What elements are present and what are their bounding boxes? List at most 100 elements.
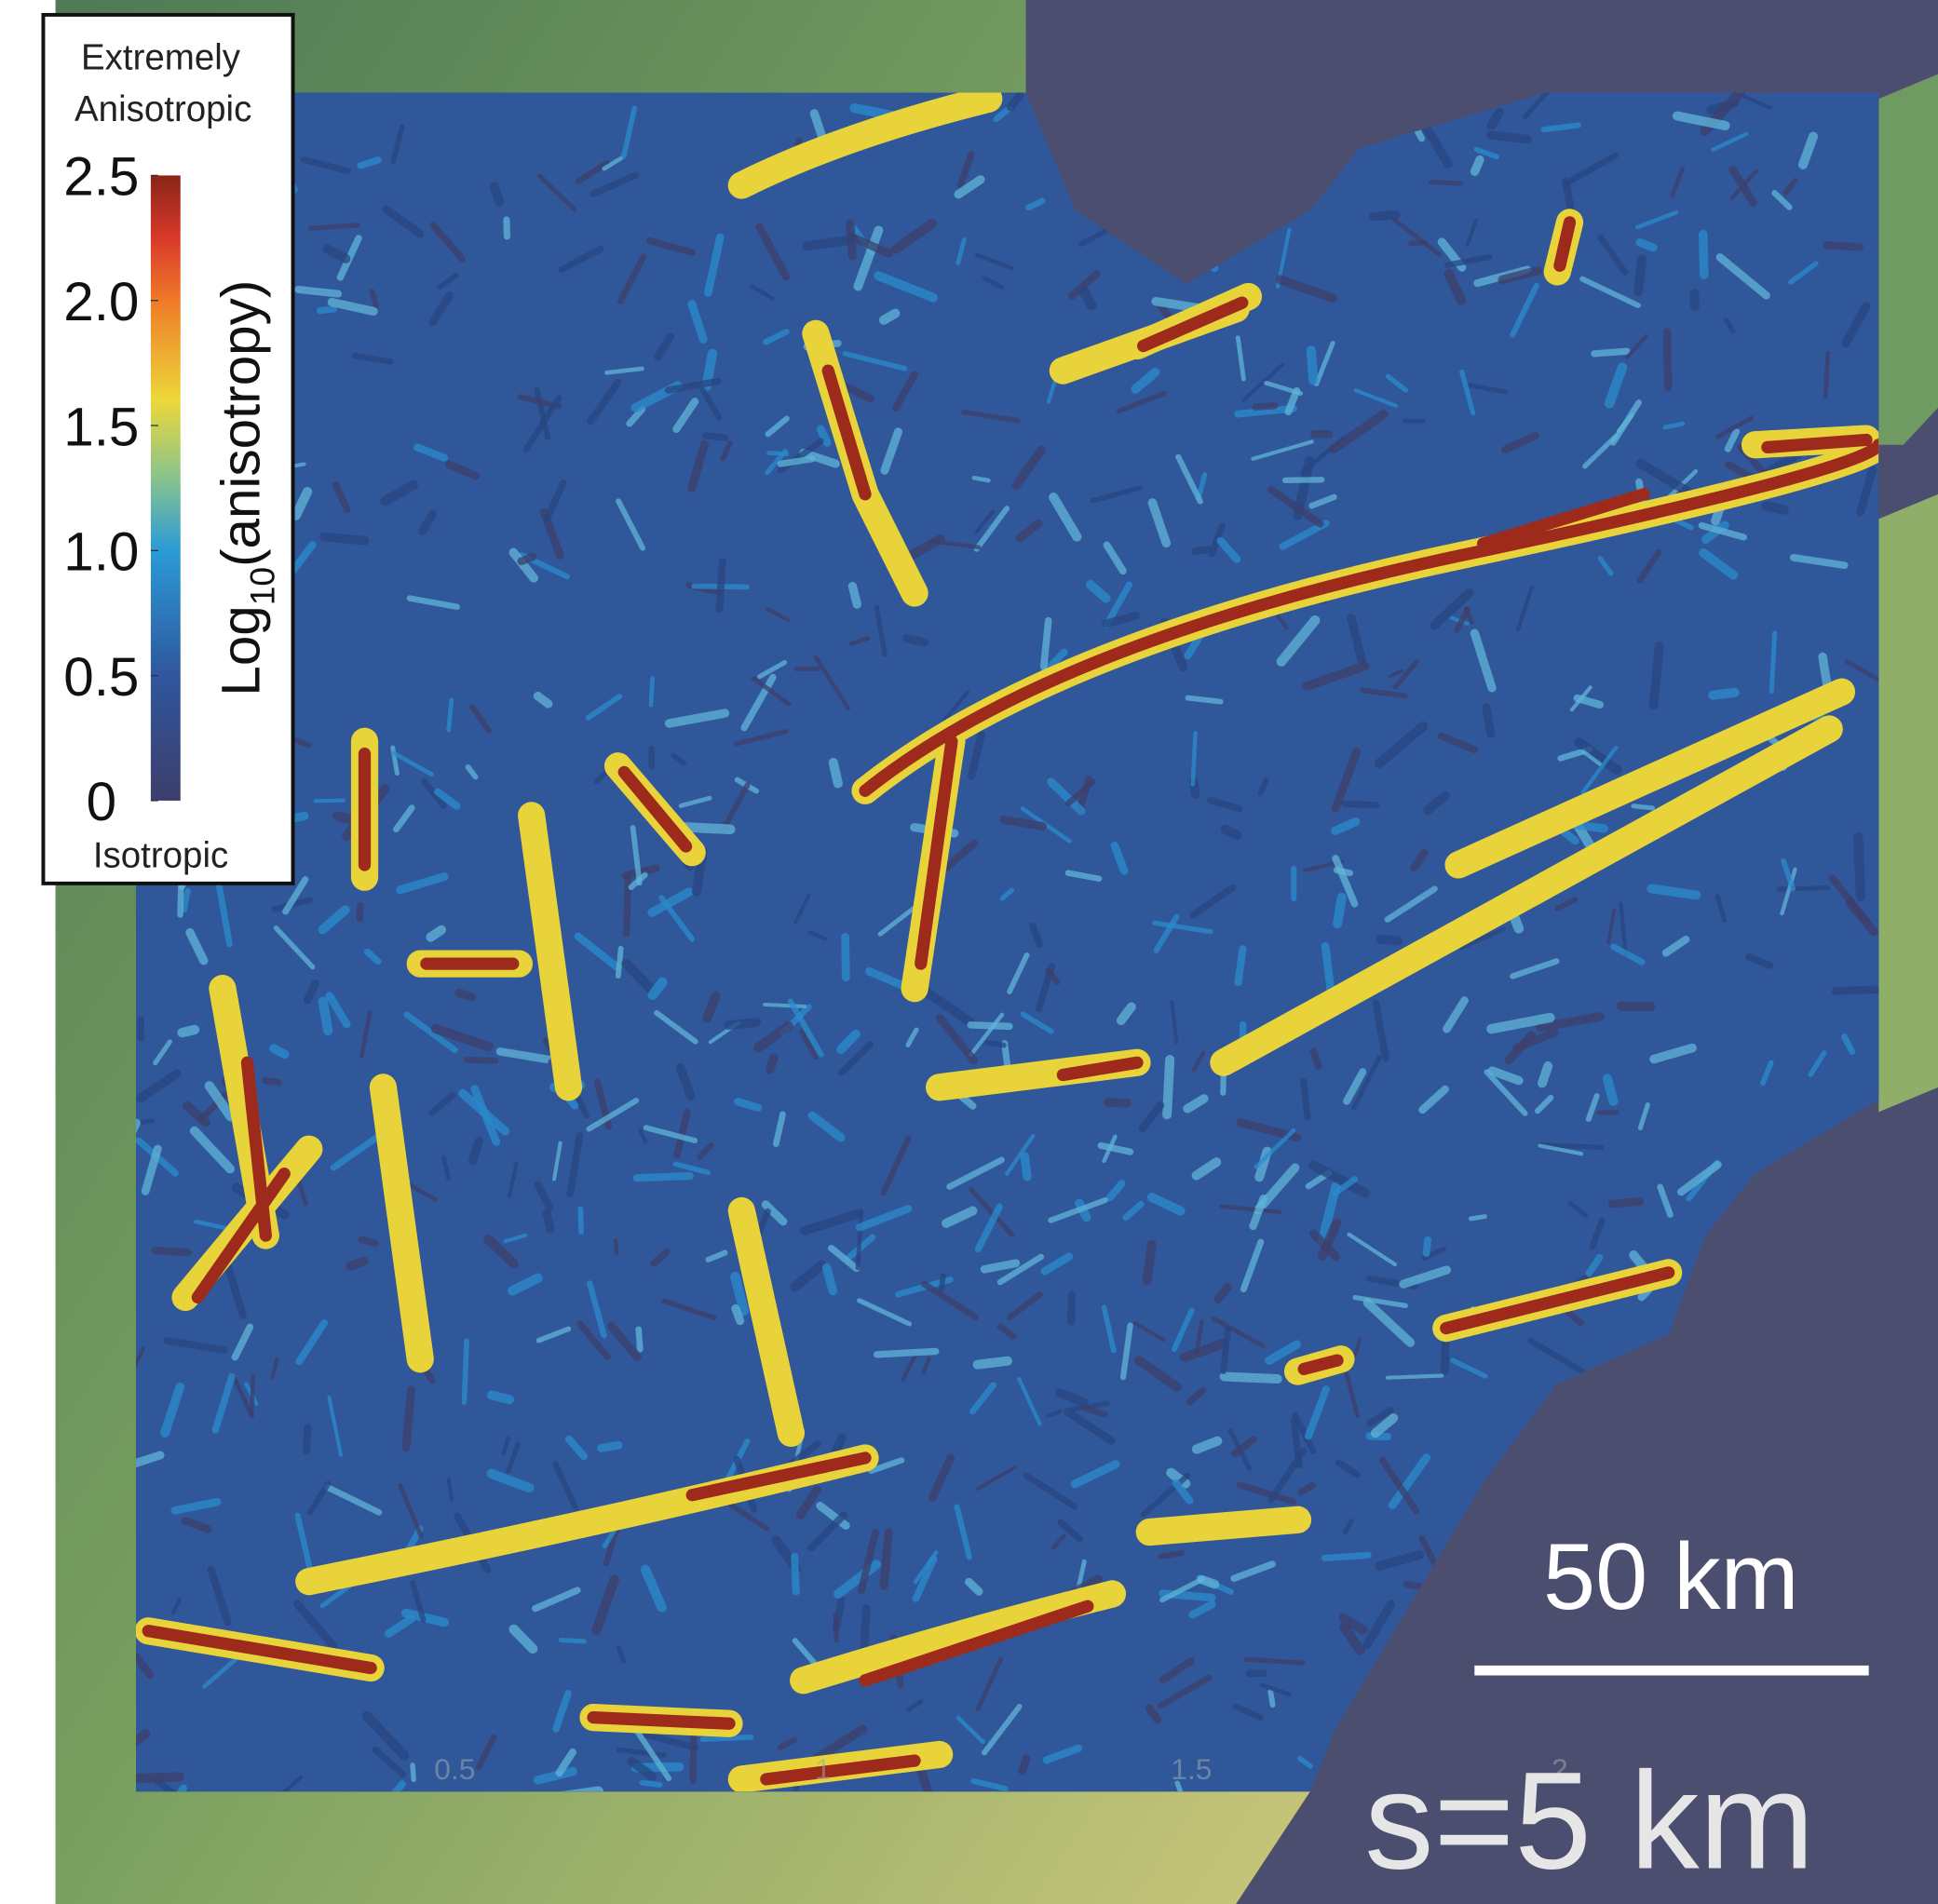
texture-stroke bbox=[274, 1048, 285, 1054]
texture-stroke bbox=[942, 1276, 943, 1290]
texture-stroke bbox=[1858, 837, 1861, 897]
map-tick-label: 1 bbox=[815, 1752, 832, 1786]
texture-stroke bbox=[637, 1176, 690, 1178]
texture-stroke bbox=[1193, 733, 1196, 784]
texture-stroke bbox=[1304, 1082, 1308, 1117]
texture-stroke bbox=[547, 1213, 550, 1229]
colorbar-tick-label: 1.5 bbox=[63, 397, 139, 457]
texture-stroke bbox=[1825, 353, 1827, 397]
texture-stroke bbox=[324, 537, 365, 541]
texture-stroke bbox=[736, 1308, 740, 1320]
texture-stroke bbox=[1239, 949, 1243, 982]
texture-stroke bbox=[1225, 1376, 1278, 1379]
texture-stroke bbox=[306, 1427, 308, 1451]
texture-stroke bbox=[970, 1025, 1010, 1026]
texture-stroke bbox=[1654, 646, 1660, 705]
texture-stroke bbox=[827, 1268, 833, 1291]
texture-stroke bbox=[316, 801, 344, 802]
texture-stroke bbox=[1224, 1330, 1228, 1371]
texture-stroke bbox=[1827, 245, 1860, 247]
texture-stroke bbox=[616, 1241, 617, 1253]
texture-stroke bbox=[1161, 1553, 1182, 1557]
texture-stroke bbox=[1108, 1102, 1127, 1103]
texture-stroke bbox=[311, 225, 359, 228]
texture-stroke bbox=[406, 1390, 412, 1448]
texture-stroke bbox=[1594, 351, 1627, 354]
texture-stroke bbox=[183, 1030, 196, 1033]
texture-stroke bbox=[627, 878, 629, 933]
map-figure: 0.511.52 50 km s=5 km Extremely Anisotro… bbox=[0, 0, 1938, 1904]
colorbar-tick-label: 2.0 bbox=[63, 272, 139, 332]
texture-stroke bbox=[1187, 698, 1220, 702]
texture-stroke bbox=[639, 1330, 641, 1349]
colorbar-tick-label: 2.5 bbox=[63, 147, 139, 208]
texture-stroke bbox=[1703, 235, 1704, 275]
texture-stroke bbox=[1313, 1051, 1318, 1067]
texture-stroke bbox=[361, 1239, 374, 1243]
texture-stroke bbox=[1638, 260, 1642, 292]
texture-stroke bbox=[978, 1361, 1008, 1365]
label-subscript: 10 bbox=[243, 567, 282, 605]
texture-stroke bbox=[1470, 1217, 1484, 1219]
texture-stroke bbox=[298, 290, 338, 294]
colorbar bbox=[151, 175, 181, 800]
texture-stroke bbox=[1294, 1421, 1299, 1465]
texture-stroke bbox=[265, 1081, 278, 1083]
texture-stroke bbox=[1713, 693, 1734, 695]
texture-stroke bbox=[1475, 160, 1480, 172]
texture-stroke bbox=[884, 314, 895, 320]
texture-stroke bbox=[651, 679, 653, 706]
texture-stroke bbox=[1771, 633, 1774, 691]
texture-stroke bbox=[561, 1640, 584, 1641]
texture-stroke bbox=[720, 561, 723, 609]
label-rest: (anisotropy) bbox=[211, 280, 272, 567]
texture-stroke bbox=[495, 187, 499, 202]
texture-stroke bbox=[770, 1058, 774, 1070]
texture-stroke bbox=[1270, 1692, 1272, 1705]
texture-stroke bbox=[492, 1395, 509, 1399]
texture-stroke bbox=[1071, 1295, 1072, 1322]
texture-stroke bbox=[1044, 621, 1049, 667]
texture-stroke bbox=[1285, 479, 1321, 480]
texture-stroke bbox=[1374, 215, 1396, 217]
texture-stroke bbox=[1226, 830, 1237, 835]
texture-stroke bbox=[1640, 242, 1653, 247]
texture-stroke bbox=[769, 452, 787, 453]
texture-stroke bbox=[473, 1141, 480, 1161]
texture-stroke bbox=[537, 696, 548, 704]
texture-stroke bbox=[1411, 243, 1426, 244]
texture-stroke bbox=[702, 1737, 751, 1739]
texture-stroke bbox=[1255, 406, 1274, 407]
texture-stroke bbox=[338, 817, 350, 819]
texture-stroke bbox=[1486, 707, 1491, 734]
texture-stroke bbox=[1667, 332, 1668, 387]
texture-stroke bbox=[1492, 113, 1499, 126]
texture-stroke bbox=[618, 949, 621, 976]
texture-stroke bbox=[184, 891, 188, 910]
texture-stroke bbox=[1431, 182, 1461, 183]
texture-stroke bbox=[884, 1533, 888, 1586]
legend-title: Anisotropic bbox=[75, 89, 251, 129]
texture-stroke bbox=[1651, 888, 1696, 895]
texture-stroke bbox=[1607, 1079, 1614, 1101]
texture-stroke bbox=[1823, 656, 1827, 686]
texture-stroke bbox=[1388, 1376, 1442, 1378]
texture-stroke bbox=[1325, 1555, 1368, 1558]
texture-stroke bbox=[138, 1776, 180, 1778]
texture-stroke bbox=[907, 639, 925, 642]
texture-stroke bbox=[323, 1002, 328, 1031]
texture-stroke bbox=[643, 1783, 660, 1785]
texture-stroke bbox=[765, 1005, 805, 1006]
texture-stroke bbox=[987, 1043, 1004, 1046]
legend-bottom-label: Isotropic bbox=[93, 836, 228, 876]
texture-stroke bbox=[449, 700, 452, 730]
texture-stroke bbox=[1195, 549, 1208, 551]
map-tick-label: 0.5 bbox=[434, 1752, 475, 1786]
texture-stroke bbox=[833, 763, 838, 783]
texture-stroke bbox=[1404, 421, 1423, 422]
colorbar-tick-label: 0 bbox=[87, 772, 116, 832]
texture-stroke bbox=[1836, 990, 1877, 992]
texture-stroke bbox=[835, 1615, 836, 1640]
texture-stroke bbox=[464, 1341, 467, 1402]
texture-stroke bbox=[877, 1351, 936, 1354]
